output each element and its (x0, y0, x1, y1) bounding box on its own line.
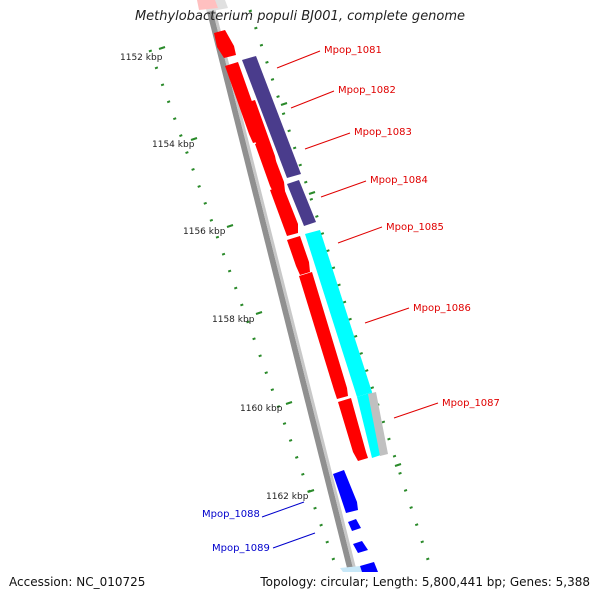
gene-label-1089[interactable]: Mpop_1089 (212, 543, 270, 554)
gene-label-1087[interactable]: Mpop_1087 (442, 398, 500, 409)
ortholog-block (368, 392, 388, 456)
ortholog-block (242, 56, 301, 178)
gene-label-1081[interactable]: Mpop_1081 (324, 45, 382, 56)
ortholog-block (340, 566, 363, 572)
gene-arrow-partial-bottom[interactable] (360, 562, 378, 572)
ortholog-blocks (204, 0, 388, 572)
ortholog-block (305, 230, 372, 397)
gene-arrow-1088[interactable] (333, 470, 358, 513)
scale-label-1162: 1162 kbp (266, 492, 309, 502)
gene-label-1086[interactable]: Mpop_1086 (413, 303, 471, 314)
gene-arrow-1089[interactable] (353, 541, 368, 553)
gene-arrow-1086[interactable] (299, 272, 348, 399)
gene-arrow-1081[interactable] (214, 30, 236, 58)
gene-arrow-1085[interactable] (287, 236, 310, 275)
gene-arrow-1087[interactable] (338, 398, 368, 461)
scale-label-1158: 1158 kbp (212, 315, 255, 325)
gene-arrows (197, 0, 378, 572)
gene-label-1088[interactable]: Mpop_1088 (202, 509, 260, 520)
topology-text: Topology: circular; Length: 5,800,441 bp… (260, 575, 590, 589)
ortholog-block (287, 180, 316, 226)
gene-label-1082[interactable]: Mpop_1082 (338, 85, 396, 96)
gene-label-1085[interactable]: Mpop_1085 (386, 222, 444, 233)
scale-label-1160: 1160 kbp (240, 404, 283, 414)
gene-arrow-partial[interactable] (197, 0, 218, 10)
gene-label-1084[interactable]: Mpop_1084 (370, 175, 428, 186)
scale-label-1152: 1152 kbp (120, 53, 163, 63)
accession-text: Accession: NC_010725 (9, 575, 146, 589)
gene-arrow-1084b[interactable] (270, 186, 298, 236)
label-leader-lines (261, 50, 439, 549)
gene-labels: Mpop_1081 Mpop_1082 Mpop_1083 Mpop_1084 … (202, 45, 500, 554)
map-title: Methylobacterium populi BJ001, complete … (134, 9, 466, 24)
scale-labels: 1152 kbp 1154 kbp 1156 kbp 1158 kbp 1160… (120, 53, 309, 502)
gene-label-1083[interactable]: Mpop_1083 (354, 127, 412, 138)
gene-arrow-1088b[interactable] (348, 519, 361, 531)
backbone (204, 0, 357, 572)
scale-label-1156: 1156 kbp (183, 227, 226, 237)
gene-arrow-1084[interactable] (255, 140, 285, 194)
scale-tick-marks (158, 46, 402, 493)
scale-label-1154: 1154 kbp (152, 140, 195, 150)
